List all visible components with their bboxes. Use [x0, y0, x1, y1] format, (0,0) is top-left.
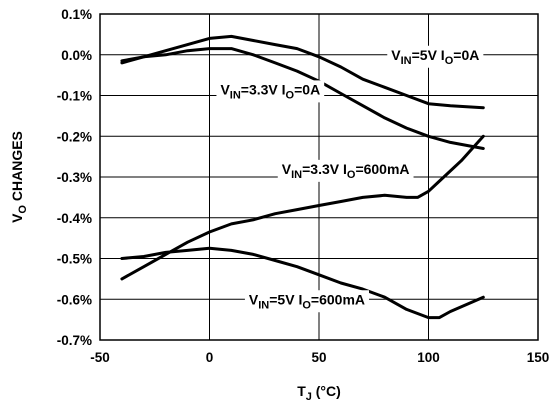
series-labels: VIN=5V IO=0A VIN=3.3V IO=0A VIN=3.3V IO=60… [216, 45, 484, 313]
y-tick-label: -0.3% [57, 170, 92, 185]
y-tick-label: -0.1% [57, 89, 92, 104]
y-tick-label: -0.7% [57, 333, 92, 348]
series-label-background [387, 45, 484, 68]
series-label-group-0: VIN=5V IO=0A [387, 45, 484, 68]
tick-labels: 0.1% 0.0% -0.1% -0.2% -0.3% -0.4% -0.5% -0.6% -0… [57, 7, 550, 365]
y-tick-label: 0.0% [61, 48, 92, 63]
series-label-group-2: VIN=3.3V IO=600mA [277, 159, 414, 182]
x-tick-label: 150 [527, 350, 550, 365]
series-line-0 [120, 34, 485, 110]
series-label-background [244, 290, 370, 313]
series-label-group-3: VIN=5V IO=600mA [244, 290, 370, 313]
y-tick-label: -0.5% [57, 252, 92, 267]
series-label-0: VIN=5V IO=0A [391, 47, 479, 67]
series-label-background [216, 80, 325, 103]
x-axis-title: TJ (°C) [297, 383, 341, 403]
x-tick-label: 0 [206, 350, 214, 365]
y-axis-title: VO CHANGES [9, 131, 29, 223]
series-label-3: VIN=5V IO=600mA [249, 291, 365, 311]
series-line-2 [120, 134, 485, 281]
x-tick-label: 100 [417, 350, 440, 365]
series-line-3 [120, 246, 485, 320]
y-tick-label: -0.2% [57, 129, 92, 144]
series-lines [120, 34, 485, 320]
series-label-1: VIN=3.3V IO=0A [220, 81, 320, 101]
axis-titles: TJ (°C) VO CHANGES [9, 131, 341, 403]
series-label-background [277, 159, 414, 182]
y-tick-label: 0.1% [61, 7, 92, 22]
y-tick-label: -0.4% [57, 211, 92, 226]
y-tick-label: -0.6% [57, 292, 92, 307]
series-label-group-1: VIN=3.3V IO=0A [216, 80, 325, 103]
x-tick-label: -50 [90, 350, 110, 365]
series-label-2: VIN=3.3V IO=600mA [282, 161, 410, 181]
grid [99, 13, 539, 341]
series-line-1 [120, 47, 485, 150]
x-tick-label: 50 [311, 350, 326, 365]
